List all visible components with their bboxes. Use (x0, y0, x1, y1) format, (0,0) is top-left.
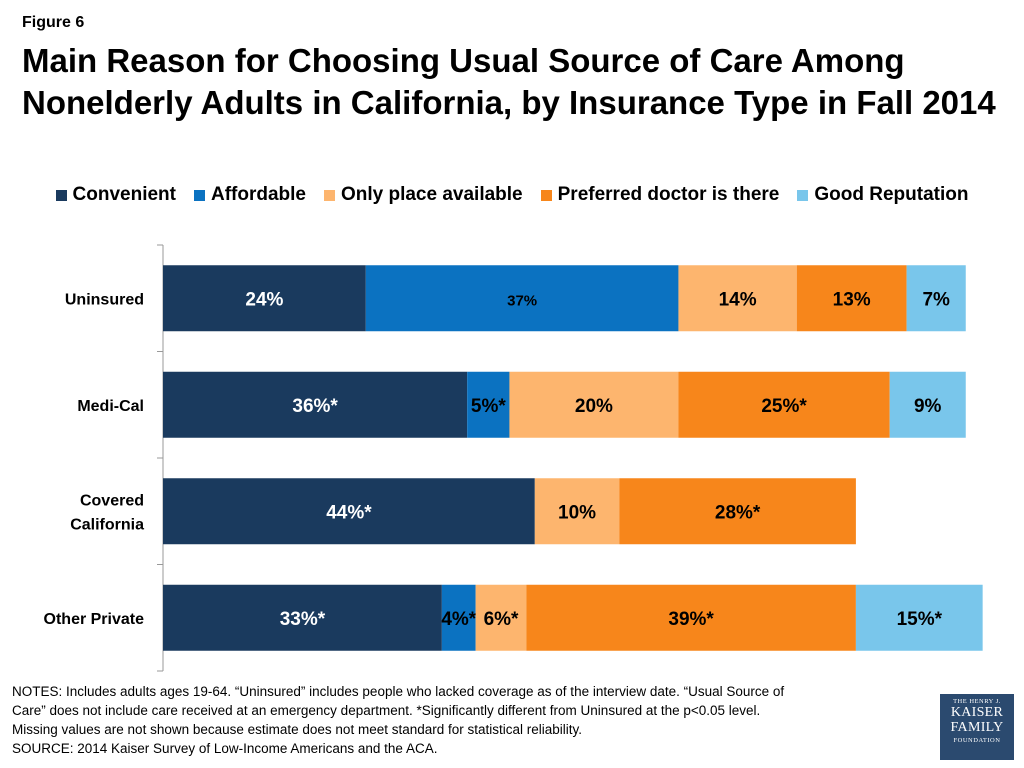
data-label: 7% (922, 289, 950, 310)
legend-item-only-place: Only place available (323, 184, 523, 206)
legend-swatch-good-reputation (797, 189, 809, 201)
notes-line-2: Care” does not include care received at … (12, 703, 761, 718)
data-label: 6%* (484, 609, 519, 630)
notes-line-1: NOTES: Includes adults ages 19-64. “Unin… (12, 684, 785, 699)
data-label: 5%* (471, 396, 506, 417)
data-label: 20% (575, 396, 613, 417)
data-label: 25%* (761, 396, 807, 417)
data-label: 4%* (441, 609, 476, 630)
bar-segment (365, 265, 679, 332)
bar-segment (163, 478, 535, 545)
legend-label-good-reputation: Good Reputation (814, 184, 969, 205)
stacked-bar-chart: Uninsured 24% 37% 14% 13% 7% Medi-Cal 36%* 5%* 20… (44, 244, 983, 672)
bar-segment (889, 371, 966, 438)
data-label: 39%* (668, 609, 714, 630)
legend-swatch-preferred-doctor (540, 189, 552, 201)
bar-segment (906, 265, 966, 332)
data-label: 10% (558, 502, 596, 523)
bar-segment (163, 371, 468, 438)
kff-logo: THE HENRY J. KAISER FAMILY FOUNDATION (940, 694, 1014, 760)
notes-line-3: Missing values are not shown because est… (12, 722, 583, 737)
bar-segment (441, 584, 476, 651)
bar-segment (619, 478, 856, 545)
chart-title: Main Reason for Choosing Usual Source of… (22, 40, 1002, 124)
title-line-2: Nonelderly Adults in California, by Insu… (22, 84, 996, 121)
data-label: 13% (833, 289, 871, 310)
data-label: 14% (719, 289, 757, 310)
logo-line-3: FAMILY (950, 720, 1004, 735)
data-label: 44%* (326, 502, 372, 523)
data-label: 36%* (292, 396, 338, 417)
category-label: Medi-Cal (77, 398, 144, 415)
legend-label-affordable: Affordable (210, 184, 306, 205)
legend-label-only-place: Only place available (340, 184, 523, 205)
legend-label-preferred-doctor: Preferred doctor is there (557, 184, 780, 205)
legend-swatch-affordable (193, 189, 205, 201)
bar-segment (467, 371, 510, 438)
bar-segment (796, 265, 907, 332)
category-label: Covered California (70, 492, 144, 533)
legend: Convenient Affordable Only place availab… (0, 184, 1024, 206)
bar-segment (163, 584, 442, 651)
bar-segment (163, 265, 366, 332)
legend-swatch-convenient (55, 189, 67, 201)
data-label: 37% (507, 292, 537, 309)
legend-item-convenient: Convenient (55, 184, 176, 206)
legend-label-convenient: Convenient (72, 184, 176, 205)
legend-item-good-reputation: Good Reputation (797, 184, 968, 206)
data-label: 15%* (897, 609, 943, 630)
bar-segment (534, 478, 620, 545)
logo-line-4: FOUNDATION (953, 737, 1001, 744)
bar-segment (678, 371, 890, 438)
data-label: 9% (914, 396, 942, 417)
logo-line-1: THE HENRY J. (953, 698, 1001, 705)
bar-segment (678, 265, 797, 332)
legend-item-preferred-doctor: Preferred doctor is there (540, 184, 780, 206)
figure-label: Figure 6 (22, 14, 85, 31)
legend-item-affordable: Affordable (193, 184, 306, 206)
notes-source: SOURCE: 2014 Kaiser Survey of Low-Income… (12, 741, 438, 756)
data-label: 28%* (715, 502, 761, 523)
bar-segment (855, 584, 983, 651)
bar-segment (509, 371, 679, 438)
category-label: Other Private (44, 611, 145, 628)
category-label: Uninsured (65, 291, 144, 308)
notes: NOTES: Includes adults ages 19-64. “Unin… (12, 682, 912, 758)
legend-swatch-only-place (323, 189, 335, 201)
bar-segment (475, 584, 527, 651)
data-label: 24% (245, 289, 283, 310)
bar-segment (526, 584, 856, 651)
title-line-1: Main Reason for Choosing Usual Source of… (22, 42, 905, 79)
data-label: 33%* (280, 609, 326, 630)
logo-line-2: KAISER (950, 705, 1004, 720)
